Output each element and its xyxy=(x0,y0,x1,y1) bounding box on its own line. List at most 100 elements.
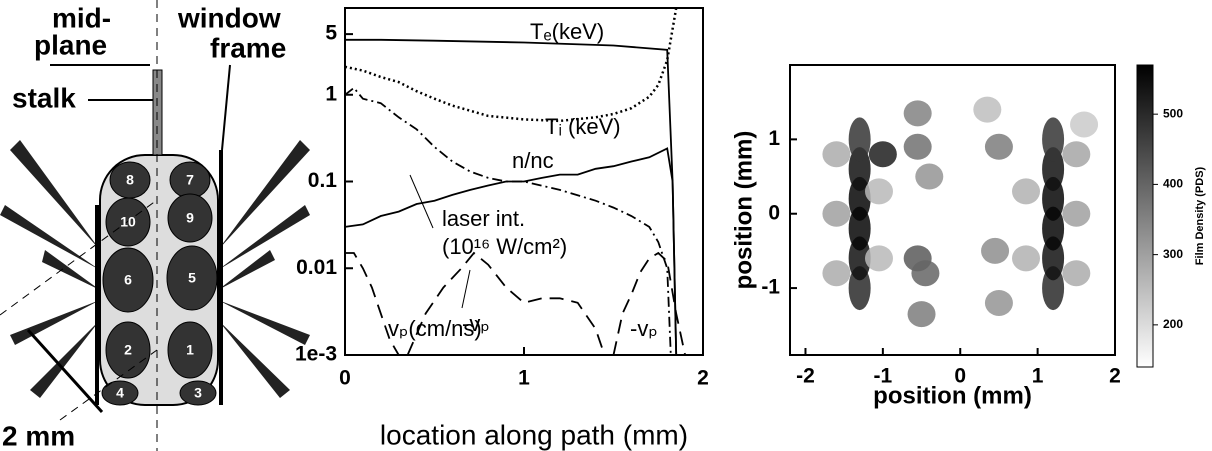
spot xyxy=(179,380,217,406)
density-spot xyxy=(868,141,897,168)
spot xyxy=(101,380,139,406)
colorbar-tick-label: 500 xyxy=(1163,106,1183,120)
spot xyxy=(105,197,151,247)
beam-number: 5 xyxy=(188,270,196,286)
laser-spikes xyxy=(0,140,310,398)
series-line xyxy=(344,147,678,356)
density-spot xyxy=(984,133,1013,160)
series-label: Tᵢ (keV) xyxy=(545,114,621,139)
x-tick-label: 2 xyxy=(697,367,709,390)
series-line xyxy=(345,38,678,356)
spot xyxy=(167,321,213,379)
density-spot xyxy=(915,163,944,190)
leader xyxy=(409,174,434,229)
density-spot xyxy=(822,200,851,227)
spike xyxy=(218,140,310,250)
series-label: -vₚ xyxy=(462,311,490,336)
y-tick-label: -1 xyxy=(761,276,780,299)
beam-number: 6 xyxy=(124,272,132,288)
beam-number: 3 xyxy=(194,385,202,401)
x-tick-label: 2 xyxy=(1109,365,1121,388)
density-spot xyxy=(1012,178,1041,205)
beam-number: 9 xyxy=(186,210,194,226)
series-line xyxy=(406,251,606,356)
density-spot xyxy=(981,237,1010,264)
dim-line xyxy=(0,199,158,316)
density-spot xyxy=(1062,200,1091,227)
density-spot xyxy=(1062,141,1091,168)
density-spot xyxy=(903,133,932,160)
x-tick-label: 1 xyxy=(518,367,530,390)
spot xyxy=(105,321,151,379)
y-tick-label: 5 xyxy=(325,22,337,45)
y-tick-label: 0.1 xyxy=(308,169,338,192)
colorbar-tick-label: 300 xyxy=(1163,247,1183,261)
spot xyxy=(167,193,213,243)
colorbar-tick-label: 200 xyxy=(1163,317,1183,331)
series-line xyxy=(345,252,400,356)
colorbar xyxy=(1136,64,1154,368)
colorbar-label: Film Density (PDS) xyxy=(1194,166,1206,265)
density-spot xyxy=(1012,245,1041,272)
beam-number: 8 xyxy=(126,172,134,188)
dim-line xyxy=(59,349,158,421)
spike xyxy=(30,320,100,398)
density-spot xyxy=(984,289,1013,316)
x-tick-label: -1 xyxy=(874,365,893,388)
density-spot xyxy=(911,260,940,287)
series-label: vₚ(cm/ns) xyxy=(388,316,482,341)
density-spot xyxy=(864,178,893,205)
plot-frame xyxy=(789,64,1116,356)
beam-number: 7 xyxy=(186,172,194,188)
series-label: n/nc xyxy=(512,148,554,173)
density-spot xyxy=(1070,111,1099,138)
y-tick-label: 1e-3 xyxy=(295,343,337,366)
density-image xyxy=(822,96,1099,328)
density-spot xyxy=(822,260,851,287)
x-tick-label: 1 xyxy=(1032,365,1044,388)
y-axis-label: position (mm) xyxy=(730,131,757,290)
leader xyxy=(461,269,471,309)
density-spot xyxy=(907,301,936,328)
y-tick-label: 1 xyxy=(768,127,780,150)
spot xyxy=(102,247,154,313)
spike xyxy=(218,205,310,270)
series-line xyxy=(612,251,686,356)
beam-number: 1 xyxy=(186,342,194,358)
x-axis-label: location along path (mm) xyxy=(380,419,688,450)
series-line xyxy=(344,86,672,356)
density-spot xyxy=(973,96,1002,123)
series-label: laser int. xyxy=(442,206,525,231)
spike xyxy=(10,140,100,250)
label: stalk xyxy=(12,82,76,113)
spike xyxy=(218,320,290,398)
beam-spots xyxy=(101,161,218,406)
density-spot xyxy=(848,117,871,162)
series-label: Tₑ(keV) xyxy=(530,19,604,44)
beam-number: 10 xyxy=(120,214,136,230)
label: frame xyxy=(210,32,286,63)
label: mid- xyxy=(52,2,111,33)
x-tick-label: 0 xyxy=(339,367,351,390)
spike xyxy=(0,205,100,270)
dim-arrow xyxy=(26,328,104,414)
beam-number: 4 xyxy=(116,385,124,401)
series-label: -vₚ xyxy=(630,316,658,341)
annotation: (10¹⁶ W/cm²) xyxy=(442,234,567,259)
leader xyxy=(221,64,231,151)
beam-numbers: 8 7 10 9 6 5 2 1 4 3 xyxy=(116,172,202,401)
beam-number: 2 xyxy=(124,342,132,358)
label: plane xyxy=(34,29,107,60)
x-axis-label: position (mm) xyxy=(873,382,1032,409)
y-tick-label: 0 xyxy=(768,201,780,224)
spot xyxy=(166,245,218,311)
label: window xyxy=(177,2,281,33)
x-tick-label: 0 xyxy=(954,365,966,388)
density-spot xyxy=(1042,117,1065,162)
series-line xyxy=(344,7,678,123)
colorbar-tick-label: 400 xyxy=(1163,177,1183,191)
spike xyxy=(42,250,100,290)
y-tick-label: 0.01 xyxy=(296,256,337,279)
density-spot xyxy=(1062,260,1091,287)
x-tick-label: -2 xyxy=(796,365,815,388)
